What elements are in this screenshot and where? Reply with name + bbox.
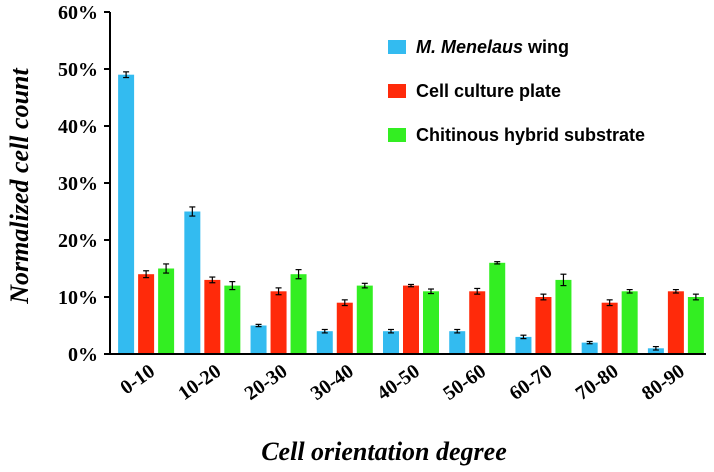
legend: M. Menelaus wing Cell culture plate Chitin… <box>388 37 645 145</box>
bar <box>403 285 419 354</box>
bar <box>449 331 466 354</box>
bar <box>423 291 439 354</box>
x-tick-label: 80-90 <box>638 360 689 405</box>
y-tick-label: 10% <box>58 287 98 309</box>
y-axis-title: Normalized cell count <box>5 68 34 305</box>
bar <box>535 297 552 354</box>
legend-label: M. Menelaus wing <box>416 37 569 57</box>
bar <box>250 325 267 354</box>
y-tick-label: 0% <box>68 344 98 366</box>
bar <box>667 291 684 354</box>
legend-label: Cell culture plate <box>416 81 561 101</box>
y-tick-label: 50% <box>58 59 98 81</box>
bar <box>118 74 135 354</box>
legend-swatch <box>388 84 406 98</box>
x-tick-label: 40-50 <box>373 360 424 405</box>
y-tick-label: 40% <box>58 116 98 138</box>
x-tick-label: 60-70 <box>505 360 556 405</box>
legend-swatch <box>388 128 406 142</box>
y-tick-label: 60% <box>58 2 98 24</box>
bar <box>581 342 598 354</box>
bar <box>489 262 506 354</box>
bar <box>336 302 353 354</box>
legend-label: Chitinous hybrid substrate <box>416 125 645 145</box>
bar <box>270 291 287 354</box>
x-tick-label: 0-10 <box>116 360 159 399</box>
bar <box>138 274 155 354</box>
x-tick-label: 10-20 <box>174 360 225 405</box>
bar <box>647 348 664 354</box>
bar <box>383 331 399 354</box>
bar <box>555 279 572 354</box>
bar <box>158 268 175 354</box>
bar <box>316 331 333 354</box>
y-tick-label: 20% <box>58 230 98 252</box>
legend-swatch <box>388 40 406 54</box>
x-tick-label: 50-60 <box>439 360 490 405</box>
x-tick-label: 30-40 <box>307 360 358 405</box>
y-tick-label: 30% <box>58 173 98 195</box>
x-tick-label: 20-30 <box>241 360 292 405</box>
x-axis-title: Cell orientation degree <box>261 437 507 466</box>
bar <box>621 291 638 354</box>
bar <box>515 336 532 354</box>
bar <box>224 285 241 354</box>
bar <box>290 274 307 354</box>
x-tick-label: 70-80 <box>572 360 623 405</box>
bar <box>356 285 373 354</box>
bar <box>184 211 201 354</box>
bar <box>204 279 221 354</box>
bar <box>469 291 486 354</box>
bar <box>687 297 704 354</box>
bar <box>601 302 618 354</box>
